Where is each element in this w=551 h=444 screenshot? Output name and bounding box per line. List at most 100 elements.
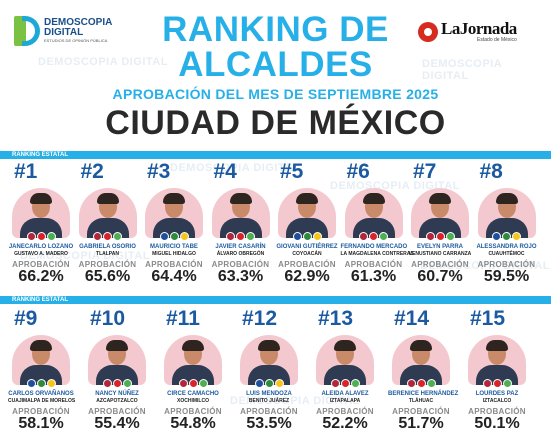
party-badge-icon	[274, 379, 284, 388]
approval-label: APROBACIÓN	[12, 260, 70, 269]
mayor-card: #13 ALEIDA ALAVEZ IZTAPALAPA APROBACIÓN 52.2…	[312, 307, 378, 437]
approval-value: 60.7%	[417, 268, 463, 285]
mayor-name: JAVIER CASARÍN	[215, 244, 266, 250]
party-badge-icon	[350, 379, 360, 388]
subtitle: APROBACIÓN DEL MES DE SEPTIEMBRE 2025	[112, 86, 439, 102]
party-badges	[312, 379, 378, 388]
party-badge-icon	[292, 232, 302, 241]
mayor-card: #8 ALESSANDRA ROJO CUAUHTÉMOC APROBACIÓN 59.…	[474, 160, 540, 290]
party-badge-icon	[169, 232, 179, 241]
party-badge-icon	[416, 379, 426, 388]
city-title: CIUDAD DE MÉXICO	[105, 104, 446, 142]
borough-name: CUAJIMALPA DE MORELOS	[8, 398, 76, 404]
approval-value: 61.3%	[350, 268, 397, 285]
party-badge-icon	[435, 232, 445, 241]
mayor-name: FERNANDO MERCADO	[340, 244, 408, 250]
logo-line2: DIGITAL	[44, 27, 84, 38]
mayor-card: #2 GABRIELA OSORIO TLALPAN APROBACIÓN 65.6%	[75, 160, 141, 290]
party-badges	[274, 232, 340, 241]
party-badge-icon	[330, 379, 340, 388]
party-badge-icon	[46, 379, 56, 388]
mayor-name: JANECARLO LOZANO	[8, 244, 74, 250]
borough-name: GUSTAVO A. MADERO	[14, 251, 68, 257]
approval-value: 65.6%	[84, 268, 131, 285]
section-label: RANKING ESTATAL	[12, 152, 68, 158]
approval-label: APROBACIÓN	[211, 260, 270, 269]
rank-number: #1	[14, 160, 38, 183]
party-badge-icon	[312, 232, 322, 241]
party-badge-icon	[179, 232, 189, 241]
lajornada-logo: LaJornada Estado de México	[418, 20, 517, 43]
party-badges	[236, 379, 302, 388]
approval-label: APROBACIÓN	[78, 260, 137, 269]
mayor-photo	[164, 335, 222, 385]
party-badge-icon	[482, 379, 492, 388]
rank-number: #14	[394, 307, 430, 330]
party-badge-icon	[159, 232, 169, 241]
party-badge-icon	[359, 232, 368, 241]
approval-value: 51.7%	[398, 415, 444, 432]
rank-number: #11	[166, 307, 200, 330]
borough-name: LA MAGDALENA CONTRERAS	[340, 251, 414, 257]
party-badge-icon	[512, 232, 521, 241]
mayor-name: LOURDES PAZ	[475, 391, 519, 397]
approval-value: 62.9%	[284, 268, 330, 285]
approval-label: APROBACIÓN	[477, 260, 536, 269]
party-badges	[84, 379, 150, 388]
mayor-name: LUIS MENDOZA	[246, 391, 292, 397]
party-badges	[388, 379, 454, 388]
party-badge-icon	[340, 379, 350, 388]
approval-label: APROBACIÓN	[278, 260, 336, 269]
party-badge-icon	[93, 232, 102, 241]
party-badge-icon	[406, 379, 416, 388]
mayor-card: #9 CARLOS ORVAÑANOS CUAJIMALPA DE MORELOS A…	[8, 307, 76, 437]
approval-value: 64.4%	[151, 268, 197, 285]
approval-label: APROBACIÓN	[164, 407, 222, 416]
section-band-1: RANKING ESTATAL	[0, 151, 551, 159]
party-badges	[474, 232, 540, 241]
rank-number: #10	[90, 307, 126, 330]
approval-value: 66.2%	[18, 268, 64, 285]
party-badge-icon	[113, 232, 122, 241]
mayor-photo	[12, 188, 70, 238]
mayor-photo	[468, 335, 526, 385]
mayor-name: CARLOS ORVAÑANOS	[8, 391, 74, 397]
approval-value: 52.2%	[322, 415, 368, 432]
mayor-photo	[78, 188, 137, 238]
mayor-photo	[411, 188, 469, 238]
approval-value: 54.8%	[170, 415, 216, 432]
approval-label: APROBACIÓN	[240, 407, 298, 416]
party-badge-icon	[302, 232, 312, 241]
party-badge-icon	[264, 379, 274, 388]
lajornada-seal-icon	[418, 21, 438, 42]
approval-label: APROBACIÓN	[344, 260, 403, 269]
rank-number: #12	[242, 307, 278, 330]
party-badges	[160, 379, 226, 388]
mayor-photo	[344, 188, 403, 238]
party-badge-icon	[26, 232, 36, 241]
rank-number: #5	[280, 160, 304, 183]
rank-number: #8	[479, 160, 503, 183]
party-badges	[208, 232, 274, 241]
rank-number: #7	[413, 160, 437, 183]
approval-label: APROBACIÓN	[468, 407, 526, 416]
mayor-photo	[211, 188, 270, 238]
mayor-photo	[278, 188, 336, 238]
approval-value: 55.4%	[94, 415, 140, 432]
party-badge-icon	[445, 232, 455, 241]
mayor-photo	[12, 335, 70, 385]
mayor-photo	[88, 335, 146, 385]
party-badges	[8, 232, 74, 241]
approval-value: 50.1%	[474, 415, 520, 432]
party-badges	[8, 379, 74, 388]
mayor-name: ALEIDA ALAVEZ	[321, 391, 369, 397]
borough-name: CUAUHTÉMOC	[488, 251, 525, 257]
party-badge-icon	[492, 232, 501, 241]
approval-value: 53.5%	[246, 415, 292, 432]
mayor-name: GABRIELA OSORIO	[79, 244, 136, 250]
mayor-card: #5 GIOVANI GUTIÉRREZ COYOACÁN APROBACIÓN 62.…	[274, 160, 340, 290]
party-badge-icon	[188, 379, 198, 388]
rank-number: #15	[470, 307, 506, 330]
mayor-card: #14 BERENICE HERNÁNDEZ TLÁHUAC APROBACIÓN 51…	[388, 307, 458, 437]
party-badges	[141, 232, 207, 241]
